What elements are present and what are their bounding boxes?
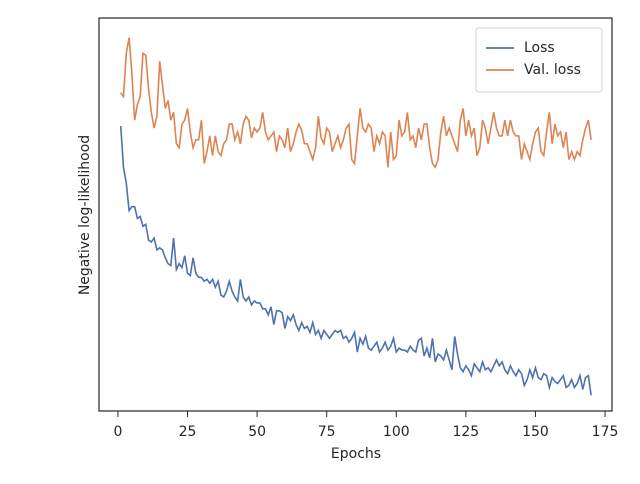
x-tick-label: 100 <box>383 424 410 440</box>
x-tick-label: 175 <box>592 424 619 440</box>
x-tick-label: 150 <box>522 424 549 440</box>
x-tick-label: 75 <box>318 424 336 440</box>
x-tick-label: 50 <box>248 424 266 440</box>
plot-frame <box>98 17 613 412</box>
x-tick-label: 125 <box>452 424 479 440</box>
line-series <box>120 37 592 170</box>
legend-box <box>475 27 603 93</box>
x-axis-label: Epochs <box>331 446 381 462</box>
legend: Loss Val. loss <box>475 27 603 93</box>
line-series <box>119 126 592 396</box>
x-tick-label: 25 <box>179 424 197 440</box>
x-tick-label: 0 <box>113 424 122 440</box>
legend-label: Loss <box>524 40 555 56</box>
y-axis-label: Negative log-likelihood <box>77 135 93 295</box>
legend-label: Val. loss <box>524 62 581 78</box>
